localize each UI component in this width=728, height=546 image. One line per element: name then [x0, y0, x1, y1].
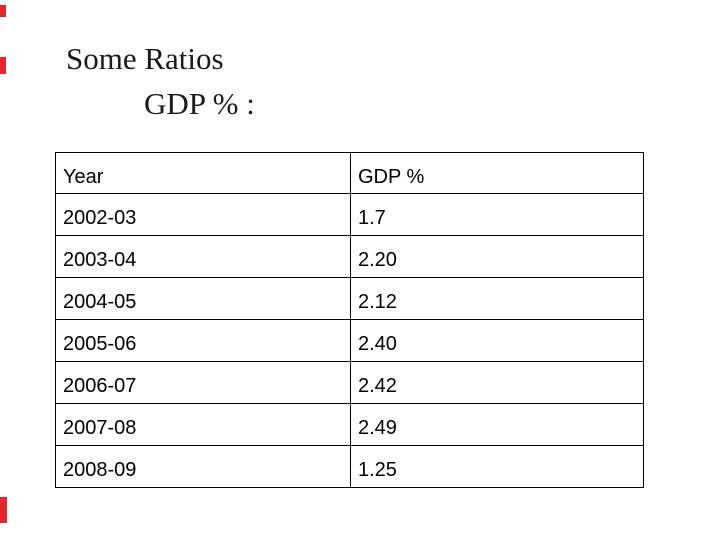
red-edge-mark-top: [0, 5, 6, 17]
gdp-cell: 2.12: [350, 277, 644, 320]
year-cell: 2007-08: [55, 403, 351, 446]
table-row: 2008-09 1.25: [55, 445, 644, 488]
gdp-cell: 2.40: [350, 319, 644, 362]
gdp-cell: 1.7: [350, 193, 644, 236]
year-cell: 2002-03: [55, 193, 351, 236]
gdp-ratio-table: Year GDP % 2002-03 1.7 2003-04 2.20 2004…: [55, 152, 644, 488]
slide-title: Some Ratios: [66, 41, 224, 76]
year-cell: 2008-09: [55, 445, 351, 488]
column-header-gdp: GDP %: [350, 152, 644, 194]
table-row: 2002-03 1.7: [55, 193, 644, 236]
gdp-cell: 1.25: [350, 445, 644, 488]
red-edge-mark-middle: [0, 57, 6, 74]
year-cell: 2003-04: [55, 235, 351, 278]
red-edge-mark-bottom: [0, 497, 7, 523]
table-row: 2003-04 2.20: [55, 235, 644, 278]
year-cell: 2004-05: [55, 277, 351, 320]
gdp-cell: 2.20: [350, 235, 644, 278]
table-row: 2005-06 2.40: [55, 319, 644, 362]
column-header-year: Year: [55, 152, 351, 194]
slide-subtitle: GDP % :: [144, 86, 255, 121]
gdp-cell: 2.42: [350, 361, 644, 404]
table-row: 2006-07 2.42: [55, 361, 644, 404]
year-cell: 2005-06: [55, 319, 351, 362]
table-row: 2004-05 2.12: [55, 277, 644, 320]
table-header-row: Year GDP %: [55, 152, 644, 194]
table-row: 2007-08 2.49: [55, 403, 644, 446]
year-cell: 2006-07: [55, 361, 351, 404]
gdp-cell: 2.49: [350, 403, 644, 446]
